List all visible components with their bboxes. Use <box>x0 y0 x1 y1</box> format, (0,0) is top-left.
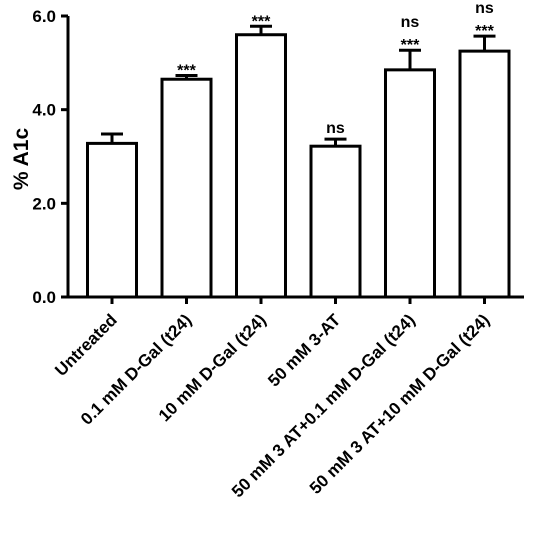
y-tick-label: 6.0 <box>32 7 56 26</box>
significance-ns: ns <box>326 120 345 137</box>
y-tick-label: 2.0 <box>32 194 56 213</box>
category-label: Untreated <box>51 310 121 380</box>
bar <box>384 68 436 299</box>
bar <box>160 77 213 299</box>
bars <box>86 33 511 299</box>
error-bars <box>101 24 496 147</box>
y-axis-title: % A1c <box>10 128 33 191</box>
significance-stars: *** <box>177 62 196 79</box>
significance-ns: ns <box>475 0 494 17</box>
y-tick-label: 0.0 <box>32 288 56 307</box>
bar <box>235 33 287 299</box>
category-label: 50 mM 3-AT <box>264 310 344 390</box>
significance-stars: *** <box>401 37 420 54</box>
y-axis: 0.0 2.0 4.0 6.0 <box>32 7 70 307</box>
significance-stars: *** <box>475 23 494 40</box>
significance-annotations: *** *** ns *** ns *** ns <box>177 0 494 137</box>
significance-stars: *** <box>252 13 271 30</box>
bar <box>458 49 511 299</box>
bar <box>86 141 138 299</box>
bar <box>309 144 362 299</box>
y-tick-label: 4.0 <box>32 101 56 120</box>
significance-ns: ns <box>401 14 420 31</box>
